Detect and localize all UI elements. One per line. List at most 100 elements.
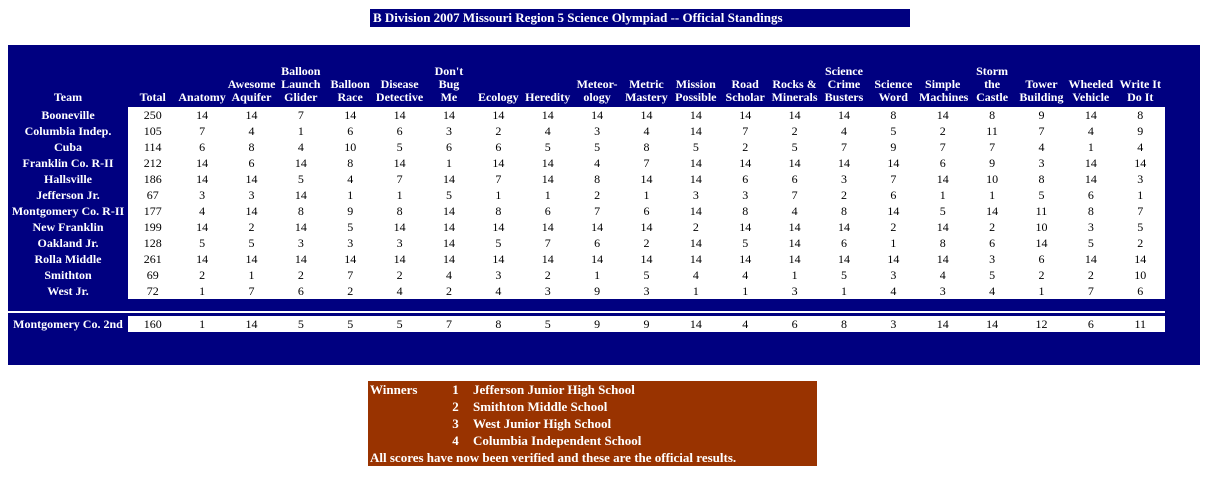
- table-row: Jefferson Jr. 67 3 3 14 1 1 5 1 1 2 1 3 3 7 2 6 1 1 5 6 1: [8, 187, 1165, 203]
- score-cell: 1: [572, 267, 622, 283]
- team-cell: Columbia Indep.: [24, 124, 112, 138]
- column-header: Science Crime Busters: [824, 64, 864, 104]
- score-cell: 2: [720, 139, 770, 155]
- score-cell: 4: [1016, 139, 1067, 155]
- table-row: Hallsville 186 14 14 5 4 7 14 7 14 8 14 14 6 6 3 7 14 10 8 1…: [8, 171, 1165, 187]
- score-cell: 67: [128, 187, 178, 203]
- score-cell: 1: [1066, 139, 1116, 155]
- score-cell: 14: [177, 155, 227, 171]
- score-cell: 14: [720, 251, 770, 267]
- score-cell: 186: [128, 171, 178, 187]
- score-cell: 14: [226, 203, 277, 219]
- score-cell: 2: [276, 267, 326, 283]
- score-cell: 14: [226, 107, 277, 123]
- score-cell: 8: [325, 155, 375, 171]
- table-row: New Franklin 199 14 2 14 5 14 14 14 14 14 14 2 14 14 14…: [8, 219, 1165, 235]
- score-cell: 14: [1066, 251, 1116, 267]
- winner-rank: 4: [452, 433, 459, 448]
- score-cell: 2: [226, 219, 277, 235]
- column-header: Road Scholar: [725, 77, 765, 104]
- score-cell: 14: [374, 107, 425, 123]
- score-cell: 14: [424, 235, 474, 251]
- score-cell: 5: [523, 316, 573, 332]
- score-cell: 3: [868, 316, 918, 332]
- score-cell: 3: [769, 283, 820, 299]
- score-cell: 5: [868, 123, 918, 139]
- score-cell: 14: [769, 155, 820, 171]
- score-cell: 6: [967, 235, 1017, 251]
- score-cell: 9: [967, 155, 1017, 171]
- score-cell: 6: [276, 283, 326, 299]
- score-cell: 14: [671, 316, 721, 332]
- score-cell: 14: [374, 155, 425, 171]
- score-cell: 4: [523, 123, 573, 139]
- score-cell: 14: [473, 251, 523, 267]
- score-cell: 6: [473, 139, 523, 155]
- score-cell: 5: [621, 267, 672, 283]
- column-header: Balloon Launch Glider: [281, 64, 321, 104]
- column-header: Total: [139, 90, 166, 104]
- score-cell: 14: [523, 107, 573, 123]
- separator-line: [8, 311, 1165, 313]
- score-cell: 6: [325, 123, 375, 139]
- team-cell: Jefferson Jr.: [36, 188, 100, 202]
- score-cell: 7: [572, 203, 622, 219]
- table-row: Montgomery Co. 2nd 160 1 14 5 5 5 7 8 5 9 9 14 4 6 8 3 14…: [8, 316, 1165, 332]
- score-cell: 69: [128, 267, 178, 283]
- score-cell: 4: [177, 203, 227, 219]
- score-cell: 2: [374, 267, 425, 283]
- table-row: Booneville 250 14 14 7 14 14 14 14 14 14 14 14 14 14 14…: [8, 107, 1165, 123]
- score-cell: 4: [967, 283, 1017, 299]
- score-cell: 14: [226, 251, 277, 267]
- winner-row: 3 West Junior High School: [368, 415, 817, 432]
- score-cell: 4: [374, 283, 425, 299]
- score-cell: 1: [868, 235, 918, 251]
- score-cell: 2: [177, 267, 227, 283]
- score-cell: 14: [523, 219, 573, 235]
- score-cell: 14: [819, 251, 869, 267]
- score-cell: 5: [374, 139, 425, 155]
- score-cell: 14: [177, 171, 227, 187]
- score-cell: 5: [967, 267, 1017, 283]
- score-cell: 6: [769, 316, 820, 332]
- score-cell: 8: [918, 235, 968, 251]
- score-cell: 9: [621, 316, 672, 332]
- column-header: Rocks & Minerals: [771, 77, 818, 104]
- score-cell: 10: [325, 139, 375, 155]
- score-cell: 14: [325, 251, 375, 267]
- score-cell: 6: [868, 187, 918, 203]
- score-cell: 14: [621, 171, 672, 187]
- score-cell: 3: [1115, 171, 1165, 187]
- score-cell: 11: [1115, 316, 1165, 332]
- score-cell: 14: [374, 219, 425, 235]
- score-cell: 2: [325, 283, 375, 299]
- score-cell: 11: [967, 123, 1017, 139]
- score-cell: 14: [769, 251, 820, 267]
- score-cell: 6: [1115, 283, 1165, 299]
- score-cell: 1: [177, 283, 227, 299]
- score-cell: 7: [424, 316, 474, 332]
- score-cell: 1: [177, 316, 227, 332]
- score-cell: 14: [523, 171, 573, 187]
- score-cell: 14: [276, 251, 326, 267]
- score-cell: 10: [967, 171, 1017, 187]
- score-cell: 14: [177, 107, 227, 123]
- score-cell: 14: [523, 251, 573, 267]
- score-cell: 14: [424, 107, 474, 123]
- score-cell: 14: [868, 251, 918, 267]
- score-cell: 14: [1066, 171, 1116, 187]
- score-cell: 3: [325, 235, 375, 251]
- score-cell: 4: [424, 267, 474, 283]
- winner-rank: 3: [452, 416, 459, 431]
- score-cell: 14: [1016, 235, 1067, 251]
- column-header: Don't Bug Me: [434, 64, 464, 104]
- standings-panel: Team Total Anatomy Awesome Aquifer Balloon L…: [8, 45, 1200, 365]
- winners-label: Winners: [370, 382, 418, 397]
- score-cell: 6: [819, 235, 869, 251]
- score-cell: 128: [128, 235, 178, 251]
- team-cell: Booneville: [41, 108, 95, 122]
- score-cell: 7: [177, 123, 227, 139]
- score-cell: 2: [918, 123, 968, 139]
- score-cell: 7: [1066, 283, 1116, 299]
